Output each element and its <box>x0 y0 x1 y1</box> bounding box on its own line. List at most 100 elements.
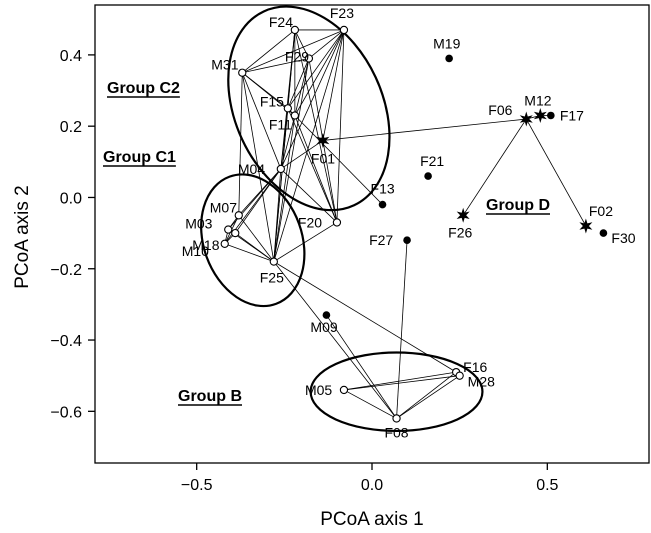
edge-M04-F01 <box>280 140 324 170</box>
y-tick-label: 0.0 <box>60 190 82 207</box>
edge-F23-F15 <box>287 29 345 109</box>
point-label-F27: F27 <box>369 232 393 248</box>
point-label-F21: F21 <box>420 153 444 169</box>
edge-F23-F01 <box>322 29 345 141</box>
point-label-F29: F29 <box>285 48 309 64</box>
point-M07 <box>234 211 243 220</box>
edge-M18-F25 <box>235 232 275 262</box>
edge-F23-F11 <box>294 29 345 116</box>
edge-M09-F08 <box>326 314 397 419</box>
point-M04 <box>276 164 285 174</box>
point-F13 <box>378 200 387 209</box>
point-label-F25: F25 <box>260 270 284 286</box>
edge-F24-M31 <box>242 29 296 74</box>
point-M31 <box>238 68 247 77</box>
x-tick-label: 0.0 <box>361 477 383 494</box>
edge-M04-F20 <box>280 168 338 223</box>
point-label-M19: M19 <box>433 35 460 51</box>
labels-layer: Group C2 Group C1 Group B Group D F23 F24 M31 F… <box>103 5 636 440</box>
point-label-M28: M28 <box>468 374 495 390</box>
point-F15 <box>283 104 292 113</box>
point-M12 <box>533 107 547 123</box>
edge-M31-M04 <box>241 72 282 170</box>
point-label-F20: F20 <box>298 214 322 230</box>
edge-F23-F29 <box>308 29 345 59</box>
edge-F29-M31 <box>242 58 309 74</box>
edge-M31-M07 <box>238 72 243 216</box>
edge-F29-F25 <box>273 58 310 262</box>
point-label-F24: F24 <box>269 14 293 30</box>
point-label-F06: F06 <box>488 102 512 118</box>
y-tick-label: −0.4 <box>50 333 82 350</box>
point-F21 <box>424 172 432 180</box>
point-F23 <box>339 25 349 35</box>
edge-M05-F08 <box>343 389 397 419</box>
point-F26 <box>456 207 470 223</box>
point-F30 <box>599 229 608 237</box>
groups-layer <box>200 5 484 433</box>
point-label-M09: M09 <box>310 319 337 335</box>
y-tick-label: −0.6 <box>50 404 82 421</box>
group-label: Group C1 <box>103 149 176 166</box>
group-label: Group D <box>486 197 550 214</box>
point-label-M05: M05 <box>305 382 332 398</box>
y-axis-title: PCoA axis 2 <box>12 185 33 289</box>
edge-F25-F08 <box>273 261 397 419</box>
point-label-F23: F23 <box>330 5 354 21</box>
point-M03 <box>224 225 233 234</box>
point-F02 <box>579 218 593 234</box>
edge-F29-F15 <box>287 58 310 109</box>
point-label-F16: F16 <box>463 359 487 375</box>
point-F17 <box>547 111 555 120</box>
edge-F11-F20 <box>294 115 338 223</box>
point-label-M04: M04 <box>238 161 265 177</box>
point-label-M10: M10 <box>182 243 209 259</box>
edge-F06-F02 <box>525 118 587 227</box>
group-label: Group C2 <box>107 80 180 97</box>
edge-F11-F25 <box>273 115 296 262</box>
edge-F29-F11 <box>294 58 310 116</box>
point-label-F15: F15 <box>260 93 284 109</box>
point-label-F11: F11 <box>269 116 292 132</box>
x-tick-label: 0.5 <box>536 477 558 494</box>
edge-M04-F25 <box>273 168 282 262</box>
edge-M05-M28 <box>343 375 460 391</box>
point-M28 <box>455 371 464 380</box>
edge-M28-F08 <box>396 375 460 419</box>
point-M05 <box>339 385 349 395</box>
edge-F23-F20 <box>336 29 345 223</box>
group-ellipse <box>227 5 391 212</box>
group-ellipse <box>200 173 306 308</box>
axes-layer: −0.5 0.0 0.5 0.4 0.2 0.0 −0.2 −0.4 −0.6 <box>50 4 650 494</box>
edge-F20-F25 <box>273 222 338 262</box>
points-layer <box>220 25 608 423</box>
point-M10 <box>220 239 229 248</box>
edge-F15-F20 <box>287 108 338 223</box>
point-F20 <box>332 218 342 227</box>
point-label-F26: F26 <box>448 224 472 240</box>
point-label-F30: F30 <box>611 230 635 246</box>
edges-layer <box>224 29 587 419</box>
edge-F11-F13 <box>294 115 383 205</box>
point-F11 <box>290 111 300 120</box>
edge-F24-F20 <box>294 29 338 223</box>
point-M19 <box>445 54 453 63</box>
point-label-M18: M18 <box>192 237 219 253</box>
point-M09 <box>322 311 331 319</box>
edge-F23-M04 <box>280 29 345 170</box>
point-label-M07: M07 <box>210 199 237 215</box>
point-label-M03: M03 <box>185 216 212 232</box>
point-label-M12: M12 <box>524 92 551 108</box>
x-axis-title: PCoA axis 1 <box>320 509 424 530</box>
point-F25 <box>269 257 278 266</box>
point-label-F13: F13 <box>371 181 395 197</box>
edge-M05-F16 <box>343 371 457 391</box>
edge-F01-F06 <box>322 118 527 141</box>
edge-M07-F25 <box>238 215 275 262</box>
edge-F15-F25 <box>273 108 289 262</box>
group-label: Group B <box>178 388 242 405</box>
edge-M10-F25 <box>224 243 274 262</box>
point-label-F08: F08 <box>384 424 408 440</box>
edge-F06-F26 <box>462 118 527 216</box>
